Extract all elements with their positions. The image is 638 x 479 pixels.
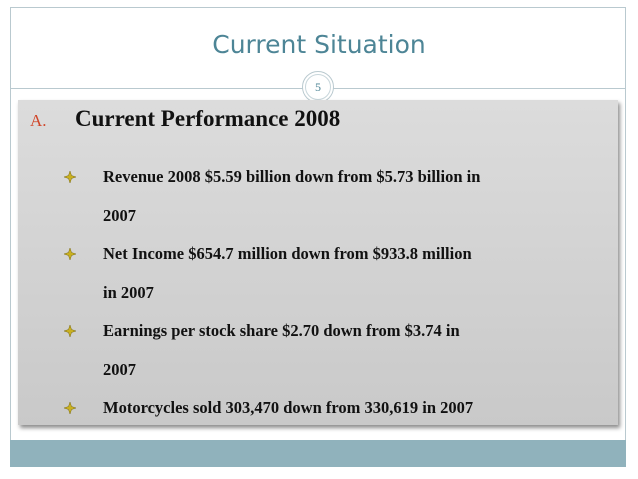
content-panel: [18, 100, 618, 425]
bullet-text: Earnings per stock share $2.70 down from…: [103, 321, 460, 340]
bullet-icon: [64, 248, 76, 260]
bullet-icon: [64, 325, 76, 337]
bullet-text: in 2007: [103, 282, 154, 302]
footer-strip: [10, 440, 626, 467]
bullet-text: Revenue 2008 $5.59 billion down from $5.…: [103, 167, 481, 186]
bullet-text: 2007: [103, 205, 136, 225]
page-number-text: 5: [315, 80, 321, 94]
slide-title: Current Situation: [212, 30, 426, 59]
page-number: 5: [302, 71, 334, 103]
bullet-text: 2007: [103, 359, 136, 379]
section-marker: A.: [30, 111, 47, 130]
bullet-text: Motorcycles sold 303,470 down from 330,6…: [103, 398, 474, 417]
bullet-icon: [64, 171, 76, 183]
section-heading: Current Performance 2008: [75, 106, 341, 131]
bullet-text: Net Income $654.7 million down from $933…: [103, 244, 472, 263]
bullet-icon: [64, 402, 76, 414]
